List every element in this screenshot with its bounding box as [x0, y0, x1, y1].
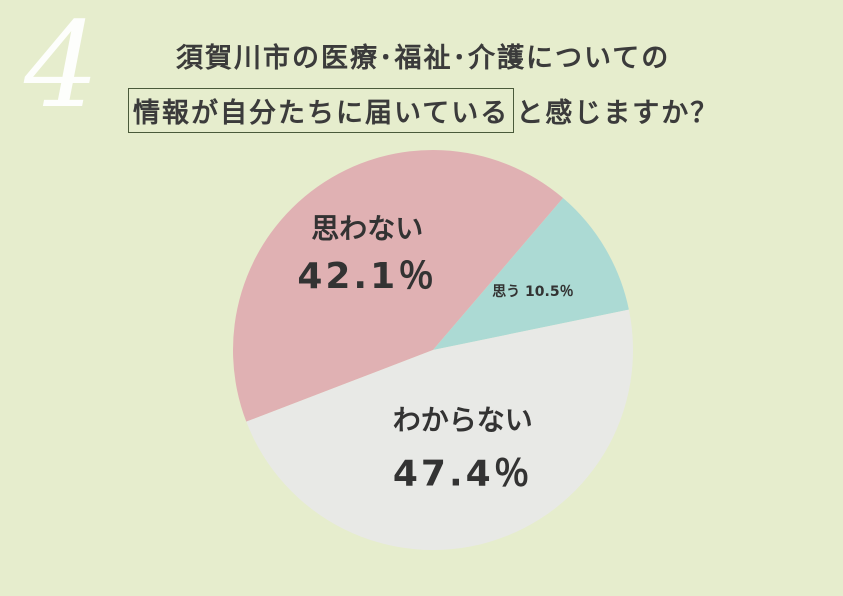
question-title-line1: 須賀川市の医療･福祉･介護についての	[176, 43, 671, 74]
slice-value-2: 47.4％	[393, 454, 533, 495]
question-number: 4	[24, 0, 100, 134]
question-highlight: 情報が自分たちに届いている	[128, 88, 515, 133]
pie-slice-2	[246, 309, 633, 550]
pie-slice-1	[433, 198, 629, 350]
slice-name-0: 思わない	[311, 212, 423, 245]
slice-value-0: 42.1％	[297, 256, 437, 297]
pie-slice-0	[233, 150, 564, 422]
question-title-line2-rest: と感じますか？	[516, 98, 720, 129]
question-title-line2: 情報が自分たちに届いている と感じますか？	[128, 88, 719, 133]
slice-label-1: 思う 10.5％	[492, 284, 573, 300]
slice-name-2: わからない	[393, 404, 533, 437]
